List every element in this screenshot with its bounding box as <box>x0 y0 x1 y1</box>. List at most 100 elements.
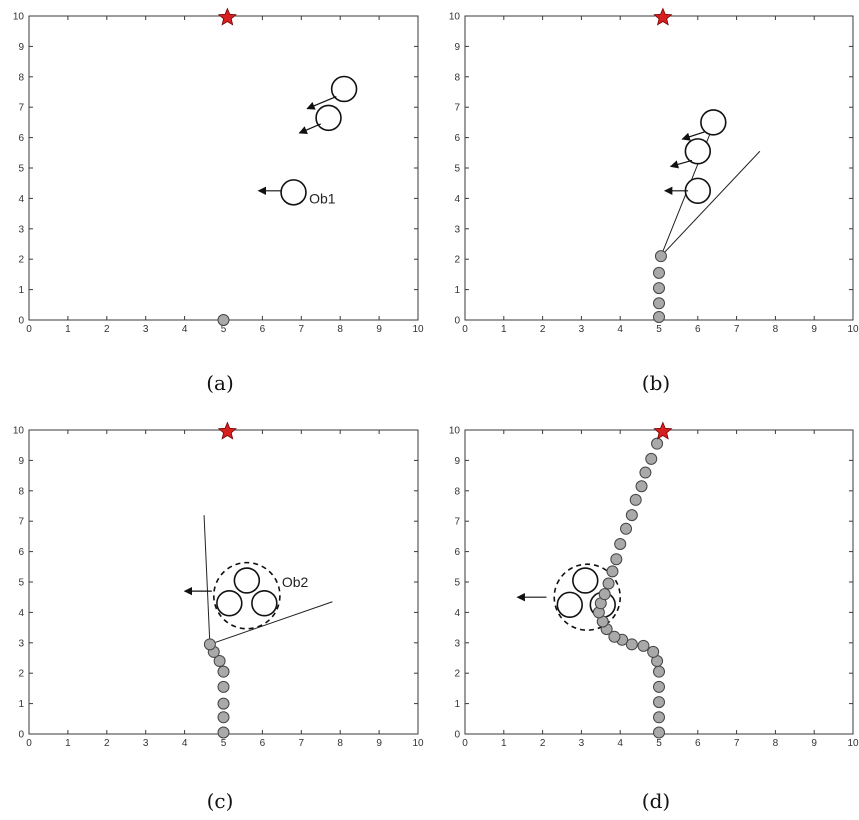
x-tick-label: 4 <box>617 324 623 335</box>
y-tick-label: 2 <box>18 669 24 680</box>
x-tick-label: 10 <box>847 324 859 335</box>
robot-position-point <box>637 639 650 652</box>
y-tick-label: 0 <box>454 316 460 327</box>
axes-frame <box>28 15 419 321</box>
x-tick-label: 0 <box>26 738 32 749</box>
x-tick-label: 1 <box>65 324 71 335</box>
robot-position-point <box>602 577 615 590</box>
y-tick-label: 10 <box>449 426 461 437</box>
velocity-arrow <box>669 159 693 169</box>
x-tick-label: 6 <box>695 738 701 749</box>
goal-star-icon <box>217 421 237 440</box>
caption-a: (a) <box>206 371 234 395</box>
y-tick-label: 1 <box>454 285 460 296</box>
y-tick-label: 9 <box>18 456 24 467</box>
x-tick-label: 8 <box>337 738 343 749</box>
x-tick-label: 5 <box>656 324 662 335</box>
velocity-arrow <box>306 96 337 110</box>
robot-position-point <box>653 680 665 693</box>
y-tick-label: 3 <box>18 638 24 649</box>
obstacle-circle <box>216 590 243 617</box>
caption-c: (c) <box>207 789 234 813</box>
obstacle-circle <box>330 75 358 103</box>
robot-position-point <box>217 711 230 724</box>
y-tick-label: 8 <box>454 72 460 83</box>
y-tick-label: 8 <box>454 486 460 497</box>
x-tick-label: 3 <box>579 738 585 749</box>
x-tick-label: 3 <box>143 324 149 335</box>
y-tick-label: 6 <box>454 547 460 558</box>
robot-position-point <box>614 538 627 550</box>
velocity-cone-line <box>660 150 761 257</box>
obstacle-annotation: Ob1 <box>309 190 336 206</box>
y-tick-label: 3 <box>454 224 460 235</box>
robot-position-point <box>629 493 642 506</box>
robot-position-point <box>653 711 665 724</box>
goal-star-icon <box>653 421 673 440</box>
y-tick-label: 6 <box>18 547 24 558</box>
x-tick-label: 6 <box>260 738 266 749</box>
x-tick-label: 8 <box>337 324 343 335</box>
obstacle-circle <box>684 177 712 205</box>
x-tick-label: 6 <box>695 324 701 335</box>
robot-position-point <box>653 310 665 323</box>
obstacle-group-boundary <box>553 563 621 631</box>
subplot-c: 0 1 2 3 4 5 6 7 8 9 10 0 1 2 3 4 5 6 7 8 9 10 Ob2 <box>13 421 424 749</box>
robot-position-point <box>653 665 665 678</box>
y-tick-label: 8 <box>18 72 24 83</box>
x-tick-label: 2 <box>540 324 546 335</box>
y-tick-label: 0 <box>18 316 24 327</box>
robot-position-point <box>213 655 226 668</box>
y-tick-label: 3 <box>18 224 24 235</box>
robot-position-point <box>625 509 638 522</box>
y-tick-label: 7 <box>18 103 24 114</box>
x-tick-label: 8 <box>773 738 779 749</box>
y-tick-label: 2 <box>18 255 24 266</box>
x-tick-label: 9 <box>811 738 817 749</box>
y-tick-label: 10 <box>13 426 25 437</box>
x-tick-label: 1 <box>501 738 507 749</box>
robot-position-point <box>639 466 652 479</box>
y-tick-label: 1 <box>18 285 24 296</box>
y-tick-label: 6 <box>18 133 24 144</box>
obstacle-circle <box>700 109 727 136</box>
goal-star-icon <box>217 7 237 26</box>
velocity-cone-line <box>203 515 211 645</box>
y-tick-label: 10 <box>13 12 25 23</box>
x-tick-label: 3 <box>579 324 585 335</box>
velocity-arrow <box>681 130 706 141</box>
obstacle-circle <box>233 567 261 594</box>
x-tick-label: 3 <box>143 738 149 749</box>
y-tick-label: 7 <box>454 517 460 528</box>
robot-position-point <box>217 665 230 678</box>
x-tick-label: 10 <box>412 324 424 335</box>
robot-position-point <box>608 630 621 643</box>
robot-position-point <box>635 480 648 493</box>
robot-position-point <box>654 250 667 263</box>
x-tick-label: 0 <box>462 738 468 749</box>
obstacle-circle <box>280 179 307 206</box>
x-tick-label: 2 <box>104 738 110 749</box>
y-tick-label: 1 <box>18 699 24 710</box>
obstacle-circle <box>572 567 599 594</box>
robot-position-point <box>653 282 665 295</box>
x-tick-label: 4 <box>182 738 188 749</box>
robot-position-point <box>651 437 664 450</box>
robot-position-point <box>645 452 658 465</box>
y-tick-label: 9 <box>18 42 24 53</box>
x-tick-label: 1 <box>65 738 71 749</box>
y-tick-label: 4 <box>18 194 24 205</box>
robot-position-point <box>653 297 665 310</box>
robot-position-point <box>203 638 216 651</box>
y-tick-label: 4 <box>454 608 460 619</box>
robot-position-point <box>653 726 665 739</box>
x-tick-label: 6 <box>260 324 266 335</box>
y-tick-label: 0 <box>454 730 460 741</box>
x-tick-label: 9 <box>376 738 382 749</box>
y-tick-label: 0 <box>18 730 24 741</box>
obstacle-group-boundary <box>212 561 281 630</box>
x-tick-label: 1 <box>501 324 507 335</box>
x-tick-label: 7 <box>734 738 740 749</box>
x-tick-label: 7 <box>299 738 305 749</box>
